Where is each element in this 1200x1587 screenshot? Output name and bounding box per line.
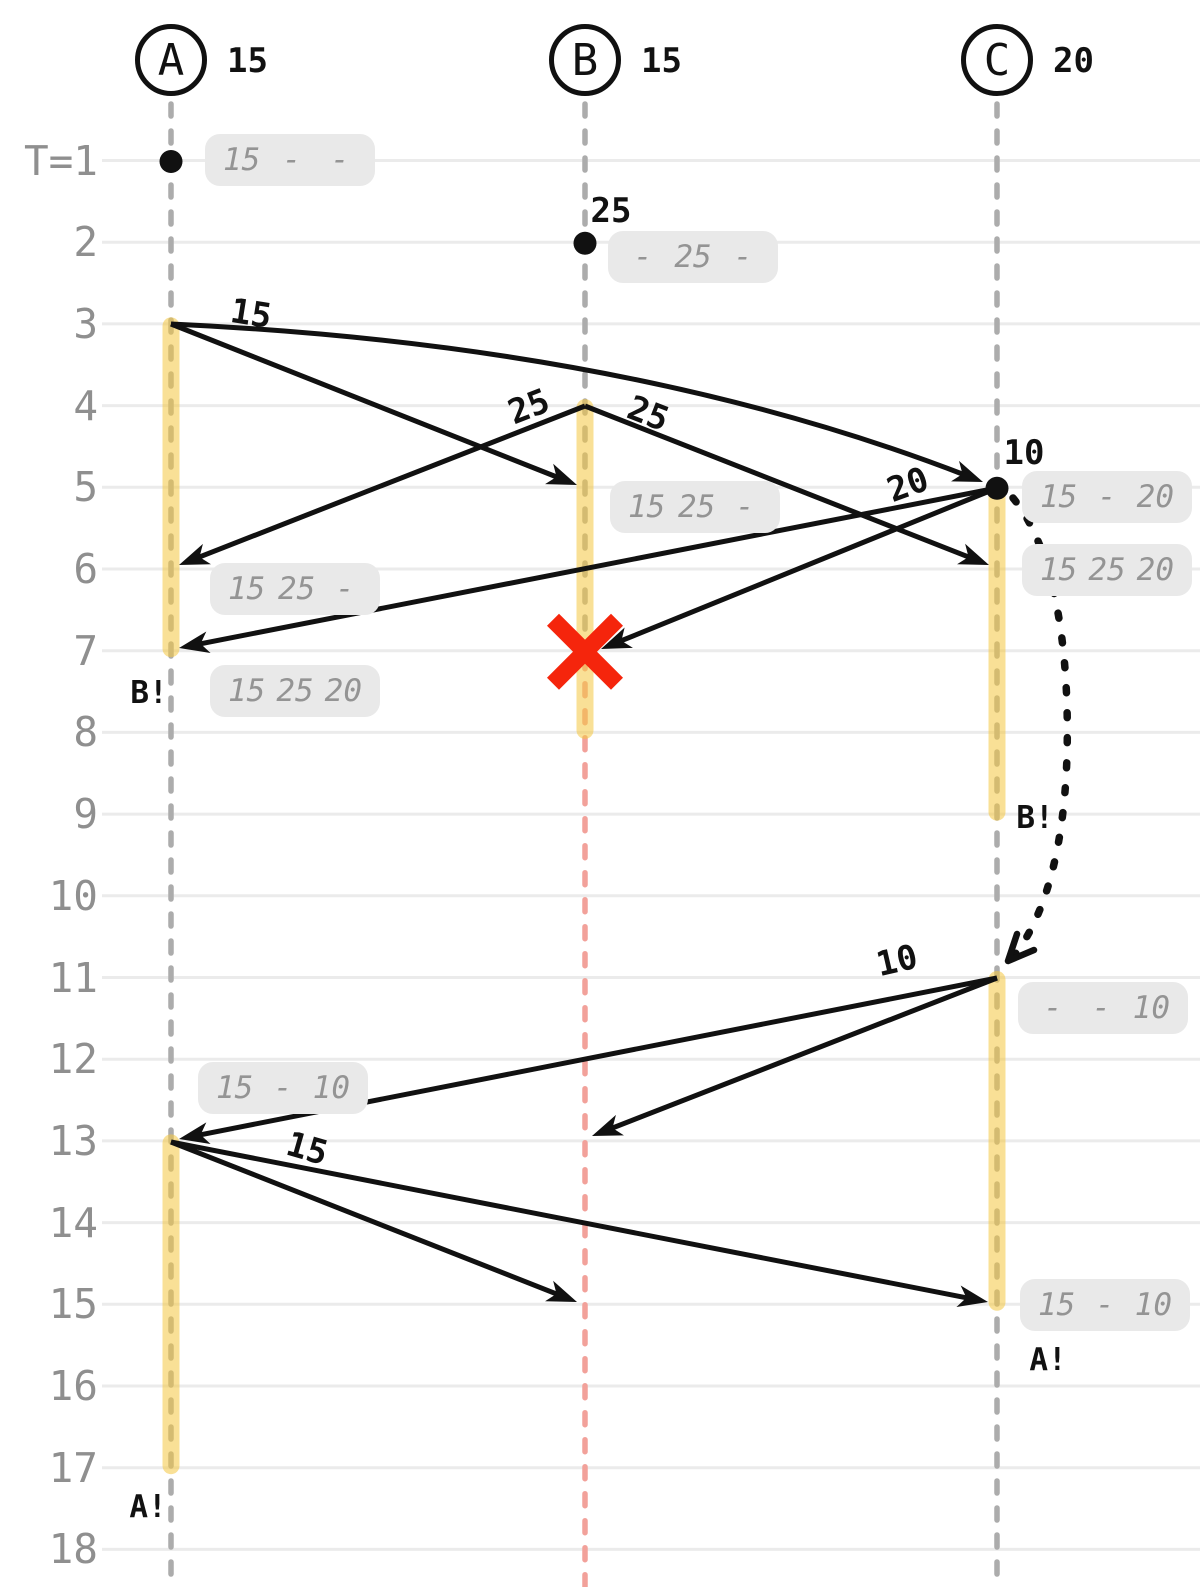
message-arrowhead xyxy=(601,627,633,649)
message-line xyxy=(607,975,998,1132)
message-line xyxy=(194,403,586,561)
message-arrowhead xyxy=(179,1122,211,1144)
message-line xyxy=(170,321,562,481)
message-line xyxy=(584,403,974,561)
message-line xyxy=(196,485,998,647)
message-arrowhead xyxy=(545,1280,577,1302)
restart-arrowhead xyxy=(1004,930,1038,965)
restart-dashed-arrow xyxy=(1008,494,1072,962)
message-line xyxy=(170,321,968,478)
value-arrival-dot xyxy=(985,476,1009,500)
crash-x-icon xyxy=(546,613,624,690)
message-arrowhead xyxy=(957,543,989,565)
message-line xyxy=(170,1139,562,1298)
message-arrowhead xyxy=(179,631,211,654)
message-arrowhead xyxy=(951,460,983,482)
message-arrowhead xyxy=(545,463,577,485)
message-line xyxy=(170,1139,971,1301)
message-arrowhead xyxy=(592,1114,624,1136)
message-line xyxy=(616,485,998,645)
message-arrowhead xyxy=(956,1285,988,1308)
message-arrowhead xyxy=(179,543,211,565)
value-arrival-dot xyxy=(159,150,183,173)
value-arrival-dot xyxy=(573,231,597,255)
message-line xyxy=(196,975,998,1138)
